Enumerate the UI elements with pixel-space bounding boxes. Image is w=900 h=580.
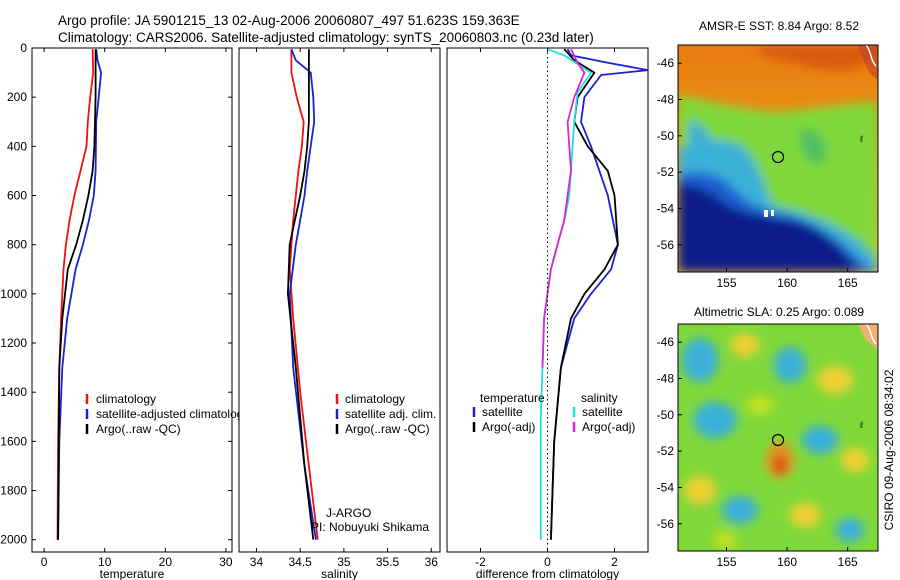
x-tick-label: 0 <box>41 555 48 569</box>
x-tick-label: -2 <box>475 555 486 569</box>
series-line-satellite <box>550 48 649 540</box>
x-tick-label: 35.5 <box>376 555 400 569</box>
x-tick-label: 20 <box>159 555 173 569</box>
plot-frame <box>238 47 441 553</box>
sst-map-image <box>678 45 878 272</box>
y-tick-label: -52 <box>657 165 675 179</box>
x-tick-label: 30 <box>219 555 233 569</box>
series-line-climatology <box>288 49 319 540</box>
x-axis-label: salinity <box>321 567 358 580</box>
x-tick-label: 2 <box>611 555 618 569</box>
x-tick-label: 155 <box>716 276 736 290</box>
salinity-panel: 34 34.5 35 35.5 36 salinity climatologysatelli… <box>238 47 441 580</box>
legend-label: climatology <box>96 392 156 406</box>
y-tick-label: 1800 <box>0 484 27 498</box>
x-tick-label: 155 <box>716 555 736 569</box>
x-axis-label: difference from climatology <box>476 567 619 580</box>
y-tick-label: -56 <box>657 238 675 252</box>
x-tick-label: 36 <box>425 555 439 569</box>
y-tick-label: -50 <box>657 408 675 422</box>
y-tick-label: 200 <box>7 90 27 104</box>
y-tick-label: 1400 <box>0 385 27 399</box>
y-tick-label: 1200 <box>0 336 27 350</box>
y-tick-label: 1600 <box>0 434 27 448</box>
y-tick-label: 400 <box>7 139 27 153</box>
legend-label: satellite-adjusted climatology <box>96 407 249 421</box>
y-tick-label: -56 <box>657 517 675 531</box>
chart-title-line-1: Argo profile: JA 5901215_13 02-Aug-2006 … <box>58 13 520 28</box>
plot-frame <box>31 47 233 553</box>
series-line-argo-raw-qc <box>57 49 97 540</box>
sla-map-title: Altimetric SLA: 0.25 Argo: 0.089 <box>694 305 864 319</box>
x-tick-label: 165 <box>838 555 858 569</box>
sst-map-axes: 155 160 165 -46 -48 -50 -52 -54 -56 <box>657 56 858 290</box>
argo-location-marker <box>771 150 785 164</box>
sla-map-image <box>678 324 878 551</box>
series-line-satellite-adjusted-climatology <box>57 49 102 540</box>
x-tick-label: 34 <box>250 555 264 569</box>
x-tick-label: 165 <box>838 276 858 290</box>
legend-group-title: temperature <box>480 391 545 405</box>
y-tick-label: 800 <box>7 238 27 252</box>
y-tick-label: -48 <box>657 371 675 385</box>
series-line-argo-raw-qc <box>286 49 315 540</box>
legend-label: satellite adj. clim. <box>345 407 436 421</box>
y-tick-label: -48 <box>657 92 675 106</box>
y-tick-label: -52 <box>657 444 675 458</box>
sst-map-panel: ℓ AMSR-E SST: 8.84 Argo: 8.52 155 160 165 -… <box>657 19 879 290</box>
legend-label: Argo(..raw -QC) <box>345 422 430 436</box>
argo-location-marker <box>771 433 785 447</box>
legend-label: satellite <box>582 405 623 419</box>
y-tick-label: 0 <box>20 41 27 55</box>
temperature-panel: 0 10 20 30 0 200 400 600 800 1000 1200 1400 1600 1800… <box>0 41 249 580</box>
sst-map-title: AMSR-E SST: 8.84 Argo: 8.52 <box>699 19 859 33</box>
series-line-satellite-adj-clim <box>288 48 317 540</box>
annotation-program: J-ARGO <box>326 506 371 520</box>
map-feature-mark: ℓ <box>860 134 864 144</box>
x-tick-label: 160 <box>777 555 797 569</box>
x-tick-label: 34.5 <box>288 555 312 569</box>
legend-label: satellite <box>482 405 523 419</box>
sla-map-panel: ℓ Altimetric SLA: 0.25 Argo: 0.089 155 16… <box>657 305 879 569</box>
y-tick-label: 2000 <box>0 533 27 547</box>
chart-title-line-2: Climatology: CARS2006. Satellite-adjuste… <box>58 30 594 45</box>
x-tick-label: 35 <box>337 555 351 569</box>
series-line-argo-adj <box>550 48 619 540</box>
y-tick-label: -50 <box>657 129 675 143</box>
legend-label: climatology <box>345 392 405 406</box>
y-tick-label: 600 <box>7 189 27 203</box>
legend-label: Argo(..raw -QC) <box>96 422 181 436</box>
x-tick-label: 160 <box>777 276 797 290</box>
y-tick-label: -46 <box>657 56 675 70</box>
map-feature-mark: ℓ <box>860 420 864 430</box>
legend-group-title: salinity <box>581 391 618 405</box>
y-tick-label: -46 <box>657 335 675 349</box>
x-tick-label: 10 <box>98 555 112 569</box>
sla-map-axes: 155 160 165 -46 -48 -50 -52 -54 -56 <box>657 335 858 569</box>
legend-label: Argo(-adj) <box>582 420 635 434</box>
y-tick-label: -54 <box>657 201 675 215</box>
x-tick-label: 0 <box>544 555 551 569</box>
series-line-argo-adj <box>541 48 586 368</box>
y-tick-label: 1000 <box>0 287 27 301</box>
legend-label: Argo(-adj) <box>482 420 535 434</box>
y-tick-label: -54 <box>657 480 675 494</box>
x-axis-label: temperature <box>100 567 165 580</box>
annotation-pi: PI: Nobuyuki Shikama <box>311 520 429 534</box>
